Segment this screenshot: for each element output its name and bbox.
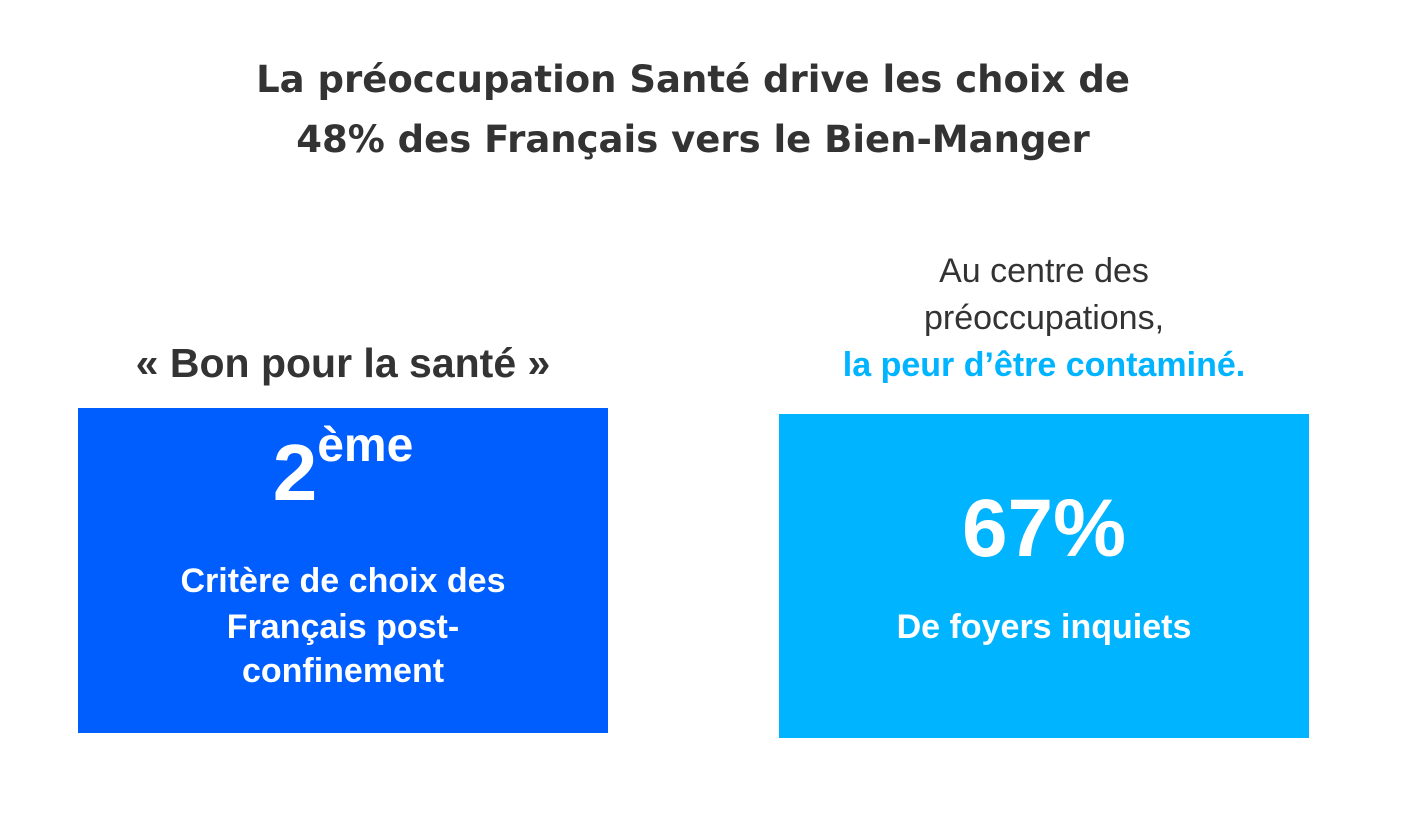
right-heading: Au centre des préoccupations, la peur d’… — [779, 248, 1309, 389]
right-heading-accent: la peur d’être contaminé. — [842, 346, 1246, 384]
rank-description-line: Critère de choix des — [180, 562, 506, 600]
rank-card-content: 2ème Critère de choix des Français post-… — [78, 408, 608, 733]
rank-card — [78, 408, 608, 733]
title-line-1: La préoccupation Santé drive les choix d… — [256, 58, 1130, 101]
right-heading-line-1: Au centre des — [939, 252, 1149, 290]
rank-suffix: ème — [317, 419, 414, 472]
rank-description-line: Français post- — [226, 608, 460, 646]
percent-card: 67% De foyers inquiets — [779, 414, 1309, 738]
rank-value: 2ème — [78, 422, 608, 518]
rank-description-line: confinement — [241, 652, 445, 690]
rank-description: Critère de choix des Français post- conf… — [78, 558, 608, 694]
percent-value: 67% — [961, 483, 1127, 574]
right-heading-line-2: préoccupations, — [923, 299, 1165, 337]
title-line-2: 48% des Français vers le Bien-Manger — [296, 118, 1090, 161]
rank-number: 2 — [272, 428, 318, 517]
left-heading: « Bon pour la santé » — [135, 340, 551, 386]
percent-caption: De foyers inquiets — [896, 608, 1192, 646]
page-title: La préoccupation Santé drive les choix d… — [0, 50, 1386, 170]
